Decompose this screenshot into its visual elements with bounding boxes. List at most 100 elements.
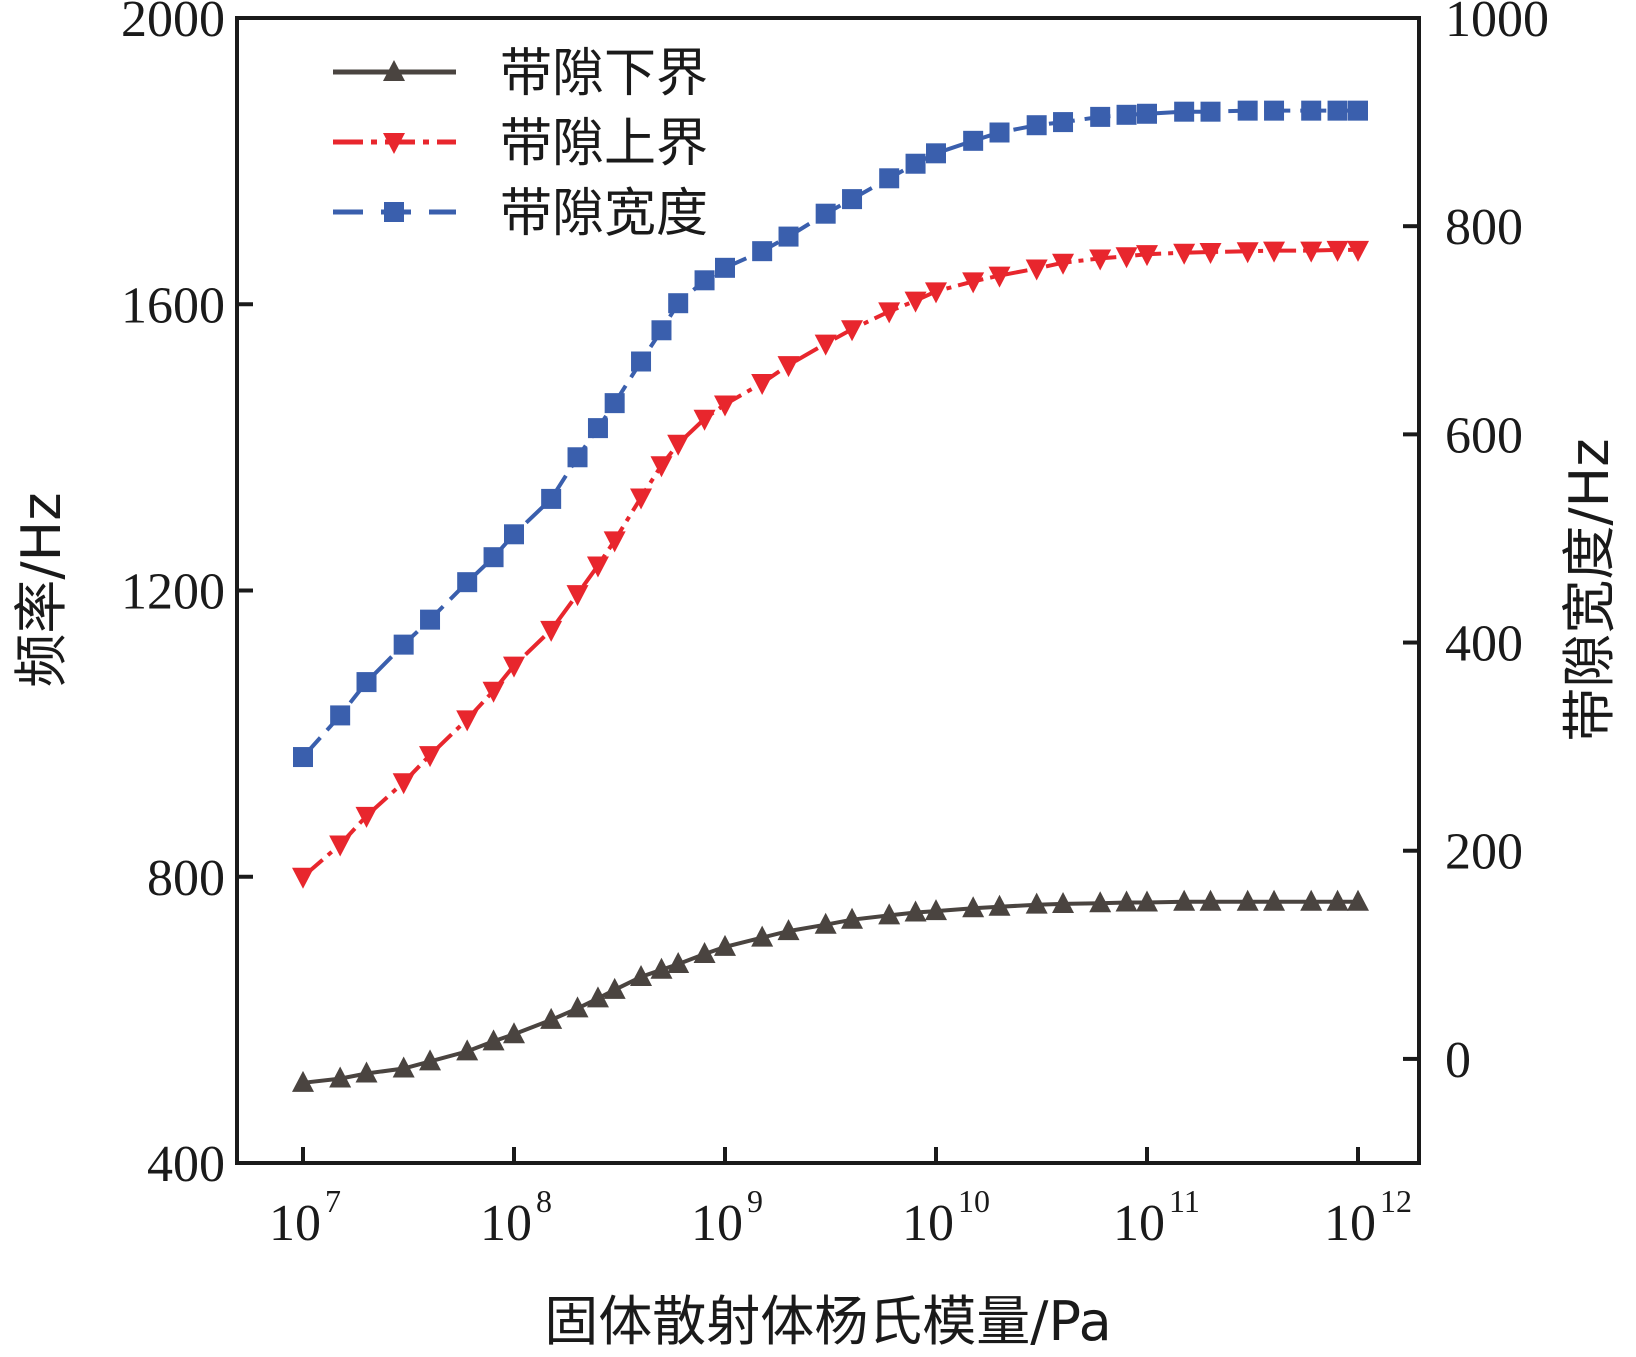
x-tick-exponent: 10 (958, 1183, 990, 1219)
data-point (1053, 112, 1074, 133)
data-point (878, 302, 901, 324)
data-point (419, 1049, 442, 1071)
data-point (1326, 889, 1349, 911)
data-point (989, 122, 1010, 143)
data-point (814, 334, 837, 356)
x-tick-exponent: 8 (536, 1183, 552, 1219)
x-tick-exponent: 12 (1380, 1183, 1412, 1219)
data-point (962, 896, 985, 918)
data-point (1173, 243, 1196, 265)
left-y-axis: 400 800 1200 1600 2000 (121, 0, 253, 1193)
data-point (329, 835, 352, 857)
data-point (1089, 891, 1112, 913)
data-point (963, 130, 984, 151)
data-point (383, 60, 405, 81)
x-tick-label: 10 (480, 1195, 532, 1252)
data-point (482, 1029, 505, 1051)
data-point (355, 806, 378, 828)
data-point (814, 912, 837, 934)
x-axis: 10 7 10 8 10 9 10 10 10 11 10 12 (269, 1147, 1412, 1252)
data-point (842, 189, 863, 210)
series-layer (292, 100, 1369, 1092)
data-point (925, 282, 947, 304)
data-point (879, 168, 900, 189)
data-point (988, 894, 1011, 916)
data-point (988, 266, 1011, 288)
data-point (714, 395, 736, 417)
data-point (356, 672, 377, 693)
x-tick-label: 10 (902, 1195, 954, 1252)
data-point (693, 942, 716, 964)
plot-frame (235, 16, 1421, 1165)
data-point (604, 393, 625, 414)
data-point (631, 351, 652, 372)
data-point (667, 434, 690, 456)
data-point (904, 291, 927, 313)
data-point (503, 656, 525, 678)
data-point (694, 270, 715, 291)
x-tick-exponent: 9 (747, 1183, 763, 1219)
legend-item: 带隙宽度 (333, 184, 708, 244)
series (292, 889, 1369, 1092)
x-tick-label: 10 (691, 1195, 743, 1252)
data-point (587, 418, 608, 439)
data-point (878, 903, 901, 925)
data-point (905, 153, 926, 174)
data-point (1052, 891, 1075, 913)
data-point (483, 547, 504, 568)
data-point (752, 241, 773, 262)
data-point (1236, 242, 1259, 264)
data-point (392, 1056, 415, 1078)
data-point (1263, 241, 1286, 263)
data-point (392, 773, 415, 795)
series (292, 240, 1369, 889)
data-point (1025, 259, 1048, 281)
data-point (504, 524, 524, 545)
right-y-axis-title: 带隙宽度/Hz (1558, 438, 1621, 741)
data-point (1263, 889, 1286, 911)
data-point (540, 1007, 563, 1029)
data-point (330, 705, 351, 726)
data-point (630, 488, 653, 510)
data-point (925, 899, 947, 921)
data-point (1199, 889, 1222, 911)
legend-label: 带隙上界 (500, 114, 708, 174)
data-point (1300, 889, 1323, 911)
data-point (841, 907, 864, 929)
data-point (393, 634, 414, 655)
data-point (962, 272, 985, 294)
data-point (603, 531, 626, 553)
data-point (1236, 889, 1259, 911)
data-point (1089, 249, 1112, 271)
data-point (420, 609, 441, 630)
data-point (1326, 240, 1349, 262)
x-tick-label: 10 (269, 1195, 321, 1252)
data-point (904, 900, 927, 922)
legend-label: 带隙宽度 (500, 184, 708, 244)
left-y-tick-label: 400 (147, 1136, 225, 1193)
data-point (540, 620, 563, 642)
data-point (1347, 240, 1369, 262)
data-point (1348, 100, 1368, 121)
data-point (650, 456, 673, 478)
data-point (668, 293, 689, 314)
data-point (693, 409, 716, 431)
data-point (456, 1039, 479, 1061)
data-point (1237, 100, 1258, 121)
left-y-tick-label: 1200 (121, 564, 225, 621)
x-tick-label: 10 (1113, 1195, 1165, 1252)
left-y-tick-label: 800 (147, 850, 225, 907)
data-point (1136, 245, 1158, 267)
series (293, 100, 1368, 768)
data-point (603, 977, 626, 999)
data-point (1301, 100, 1322, 121)
data-point (1200, 101, 1221, 122)
data-point (1136, 890, 1158, 912)
data-point (1300, 241, 1323, 263)
data-point (1174, 101, 1195, 122)
data-point (567, 447, 588, 468)
data-point (1090, 106, 1111, 127)
data-point (292, 867, 314, 889)
